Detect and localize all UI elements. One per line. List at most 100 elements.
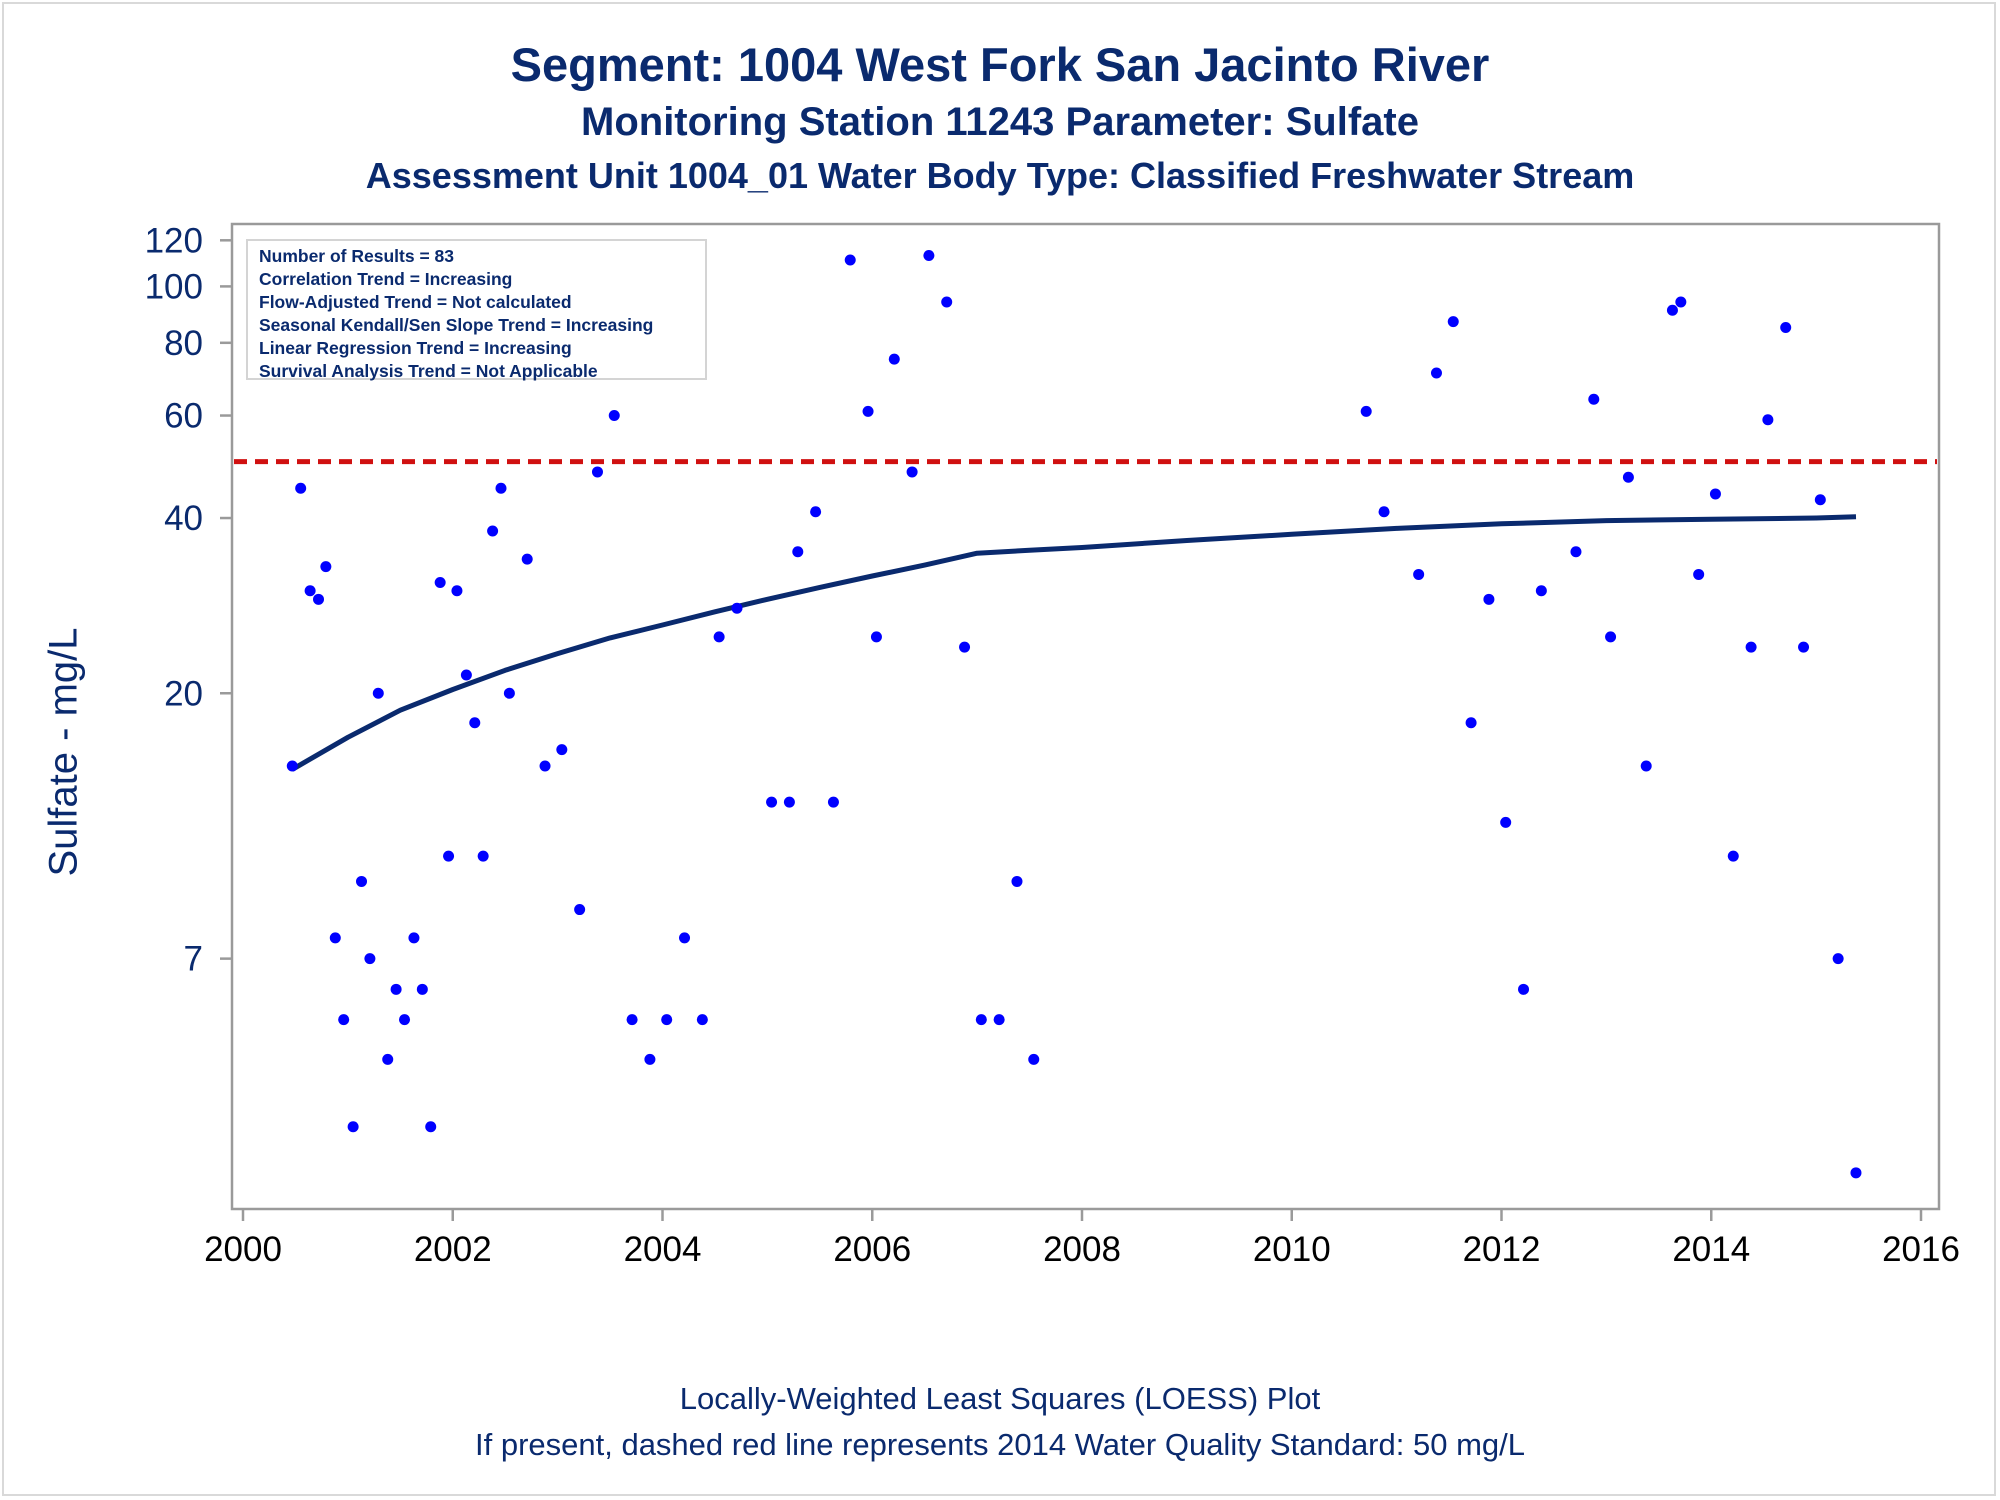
data-point: [408, 932, 420, 944]
data-point: [469, 717, 481, 729]
data-point: [1605, 631, 1617, 643]
data-point: [338, 1014, 350, 1026]
stats-line: Flow-Adjusted Trend = Not calculated: [259, 292, 572, 312]
data-point: [1535, 585, 1547, 597]
data-point: [1378, 506, 1390, 518]
y-tick-label: 20: [164, 674, 203, 713]
data-point: [477, 850, 489, 862]
footnote-loess: Locally-Weighted Least Squares (LOESS) P…: [679, 1381, 1321, 1416]
data-point: [792, 546, 804, 558]
data-point: [1762, 414, 1774, 426]
data-point: [1028, 1053, 1040, 1065]
stats-line: Seasonal Kendall/Sen Slope Trend = Incre…: [259, 315, 654, 335]
data-point: [390, 983, 402, 995]
data-point: [495, 482, 507, 494]
data-point: [451, 585, 463, 597]
data-point: [1798, 641, 1810, 653]
x-tick-label: 2004: [624, 1230, 702, 1269]
data-point: [1011, 875, 1023, 887]
data-point: [783, 796, 795, 808]
x-tick-label: 2010: [1253, 1230, 1331, 1269]
data-point: [286, 760, 298, 772]
data-point: [766, 796, 778, 808]
y-tick-label: 120: [145, 221, 203, 260]
data-point: [661, 1014, 673, 1026]
data-point: [425, 1121, 437, 1133]
x-tick-label: 2008: [1043, 1230, 1121, 1269]
data-point: [460, 669, 472, 681]
data-point: [713, 631, 725, 643]
stats-line: Survival Analysis Trend = Not Applicable: [259, 361, 598, 381]
y-tick-label: 40: [164, 499, 203, 538]
stats-line: Correlation Trend = Increasing: [259, 269, 513, 289]
data-point: [644, 1053, 656, 1065]
data-point: [1832, 953, 1844, 965]
data-point: [1640, 760, 1652, 772]
data-point: [1622, 471, 1634, 483]
data-point: [862, 405, 874, 417]
data-point: [434, 576, 446, 588]
data-point: [295, 482, 307, 494]
points-layer: [286, 250, 1862, 1179]
data-point: [574, 904, 586, 916]
data-point: [1814, 494, 1826, 506]
footnote-standard: If present, dashed red line represents 2…: [474, 1427, 1525, 1462]
data-point: [382, 1053, 394, 1065]
data-point: [1465, 717, 1477, 729]
data-point: [1500, 816, 1512, 828]
data-point: [679, 932, 691, 944]
plot-area: [230, 222, 1941, 1211]
data-point: [1360, 405, 1372, 417]
y-tick-label: 7: [184, 940, 203, 979]
data-point: [608, 410, 620, 422]
data-point: [399, 1014, 411, 1026]
data-point: [1570, 546, 1582, 558]
x-tick-label: 2014: [1672, 1230, 1750, 1269]
data-point: [1483, 593, 1495, 605]
x-tick-label: 2000: [204, 1230, 282, 1269]
data-point: [1745, 641, 1757, 653]
stats-line: Linear Regression Trend = Increasing: [259, 338, 572, 358]
data-point: [1780, 321, 1792, 333]
data-point: [364, 953, 376, 965]
data-point: [320, 561, 332, 573]
data-point: [591, 466, 603, 478]
data-point: [1666, 304, 1678, 316]
stats-line: Number of Results = 83: [259, 246, 454, 266]
data-point: [356, 875, 368, 887]
data-point: [870, 631, 882, 643]
chart-subtitle-2: Assessment Unit 1004_01 Water Body Type:…: [365, 155, 1635, 196]
data-point: [923, 250, 935, 262]
y-tick-label: 60: [164, 397, 203, 436]
data-point: [521, 553, 533, 565]
data-point: [503, 687, 515, 699]
y-tick-label: 100: [145, 267, 203, 306]
chart-subtitle: Monitoring Station 11243 Parameter: Sulf…: [581, 100, 1419, 144]
data-point: [1727, 850, 1739, 862]
data-point: [827, 796, 839, 808]
data-point: [372, 687, 384, 699]
y-tick-label: 80: [164, 324, 203, 363]
data-point: [696, 1014, 708, 1026]
data-point: [347, 1121, 359, 1133]
data-point: [443, 850, 455, 862]
data-point: [626, 1014, 638, 1026]
x-tick-label: 2012: [1463, 1230, 1541, 1269]
chart-title: Segment: 1004 West Fork San Jacinto Rive…: [510, 38, 1490, 91]
data-point: [304, 585, 316, 597]
data-point: [993, 1014, 1005, 1026]
data-point: [1850, 1167, 1862, 1179]
data-point: [1518, 983, 1530, 995]
x-tick-label: 2006: [833, 1230, 911, 1269]
x-axis: 2000 2002 2004 2006 2008 2010 2012 2014 2016: [204, 1209, 1960, 1269]
data-point: [1588, 393, 1600, 405]
data-point: [1413, 568, 1425, 580]
data-point: [1709, 488, 1721, 500]
data-point: [1430, 367, 1442, 379]
data-point: [416, 983, 428, 995]
x-tick-label: 2002: [414, 1230, 492, 1269]
loess-layer: [291, 514, 1857, 772]
data-point: [539, 760, 551, 772]
